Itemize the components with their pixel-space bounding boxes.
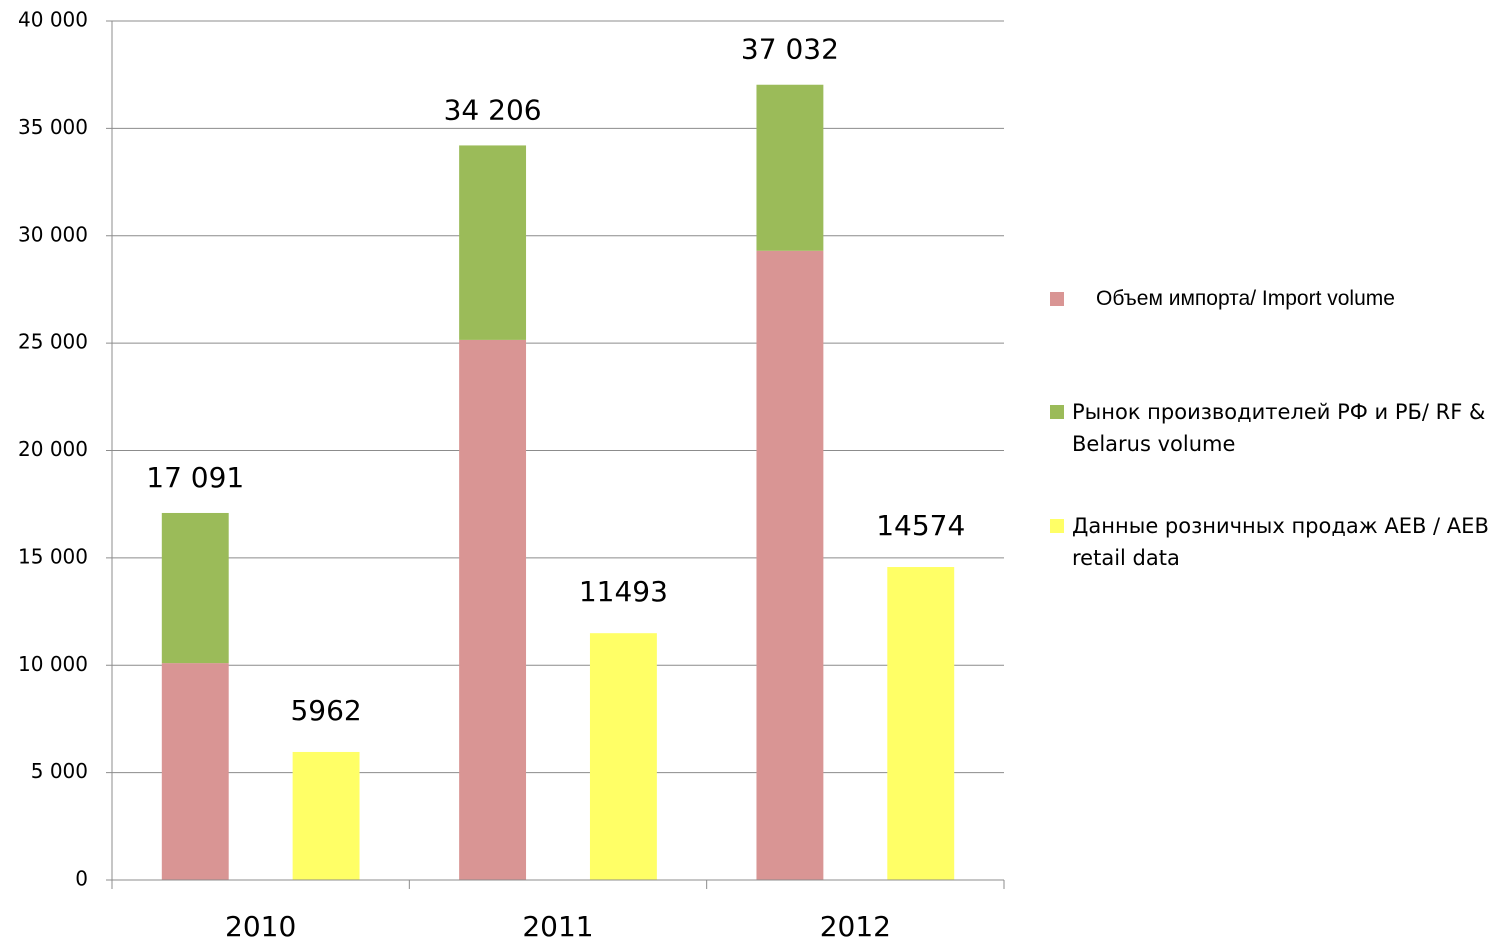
x-tick-label: 2011 [522, 910, 593, 943]
y-tick-label: 30 000 [18, 222, 88, 246]
total-label: 34 206 [444, 93, 542, 126]
legend-label: Объем импорта/ Import volume [1096, 287, 1395, 310]
y-tick-label: 5 000 [31, 759, 88, 783]
bar [756, 250, 824, 881]
value-label: 11493 [579, 575, 668, 608]
legend-label: Данные розничных продаж AEB / AEB retail… [1072, 514, 1489, 570]
legend-label: Рынок производителей РФ и РБ/ RF & Belar… [1072, 400, 1486, 456]
legend-item: Объем импорта/ Import volume [1050, 283, 1490, 315]
legend-item: Данные розничных продаж AEB / AEB retail… [1050, 510, 1500, 574]
y-tick-label: 15 000 [18, 544, 88, 568]
bar [161, 512, 229, 664]
total-label: 17 091 [146, 461, 244, 494]
bar [292, 751, 360, 880]
y-tick-label: 25 000 [18, 330, 88, 354]
value-label: 5962 [290, 694, 361, 727]
total-label: 37 032 [741, 33, 839, 66]
y-tick-label: 0 [75, 867, 88, 891]
bar [589, 633, 657, 880]
value-label: 14574 [876, 509, 965, 542]
x-tick-label: 2010 [225, 910, 296, 943]
y-tick-label: 35 000 [18, 115, 88, 139]
legend-item: Рынок производителей РФ и РБ/ RF & Belar… [1050, 396, 1500, 460]
bar [161, 663, 229, 880]
bar [887, 567, 955, 880]
legend-swatch [1050, 405, 1064, 419]
x-tick-label: 2012 [820, 910, 891, 943]
legend-swatch [1050, 519, 1064, 533]
y-tick-label: 20 000 [18, 437, 88, 461]
bar [459, 339, 527, 880]
bar [756, 84, 824, 251]
y-tick-label: 10 000 [18, 652, 88, 676]
y-tick-label: 40 000 [18, 8, 88, 32]
legend-swatch [1050, 292, 1064, 306]
bar [459, 145, 527, 340]
